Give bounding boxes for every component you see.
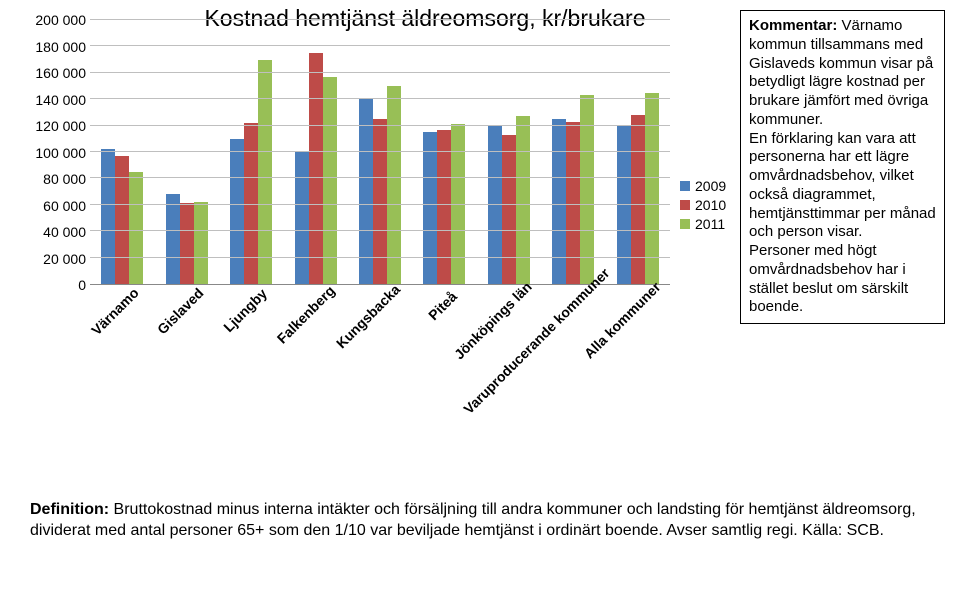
bar	[129, 172, 143, 284]
bar-group	[283, 20, 347, 284]
commentary-header: Kommentar:	[749, 17, 837, 34]
bar	[373, 119, 387, 284]
gridline	[90, 230, 670, 231]
gridline	[90, 204, 670, 205]
bar	[101, 149, 115, 284]
bar	[423, 132, 437, 284]
y-tick-label: 100 000	[35, 145, 86, 161]
legend-label: 2010	[695, 197, 726, 213]
y-axis-labels: 020 00040 00060 00080 000100 000120 0001…	[30, 20, 90, 285]
legend-label: 2011	[695, 216, 725, 232]
definition-block: Definition: Bruttokostnad minus interna …	[30, 500, 930, 542]
legend-swatch	[680, 219, 690, 229]
bar	[194, 202, 208, 284]
y-tick-label: 80 000	[43, 171, 86, 187]
bar-group	[477, 20, 541, 284]
definition-label: Definition:	[30, 501, 109, 518]
y-tick-label: 200 000	[35, 12, 86, 28]
gridline	[90, 19, 670, 20]
bar-group	[541, 20, 605, 284]
definition-text: Bruttokostnad minus interna intäkter och…	[30, 501, 916, 539]
bar	[516, 116, 530, 284]
bar	[387, 86, 401, 284]
commentary-box: Kommentar: Värnamo kommun tillsammans me…	[740, 10, 945, 324]
gridline	[90, 177, 670, 178]
gridline	[90, 125, 670, 126]
y-tick-label: 40 000	[43, 224, 86, 240]
gridline	[90, 257, 670, 258]
x-tick-label: Gislaved	[154, 285, 207, 338]
y-tick-label: 0	[78, 277, 86, 293]
bar-group	[348, 20, 412, 284]
bar-group	[90, 20, 154, 284]
bar-group	[412, 20, 476, 284]
bar-group	[219, 20, 283, 284]
bar	[323, 77, 337, 284]
bar	[166, 194, 180, 284]
x-tick-label: Värnamo	[88, 285, 142, 339]
bar	[180, 203, 194, 284]
bar	[502, 135, 516, 284]
x-tick-label: Ljungby	[220, 285, 270, 335]
legend-label: 2009	[695, 178, 726, 194]
y-tick-label: 160 000	[35, 65, 86, 81]
legend-item: 2009	[680, 178, 726, 194]
bar	[552, 119, 566, 284]
bar	[566, 122, 580, 284]
gridline	[90, 45, 670, 46]
legend-item: 2010	[680, 197, 726, 213]
chart-plot-area: 020 00040 00060 00080 000100 000120 0001…	[30, 20, 670, 285]
y-tick-label: 140 000	[35, 92, 86, 108]
bar	[115, 156, 129, 284]
legend-swatch	[680, 200, 690, 210]
chart-plot	[90, 20, 670, 285]
bar-group	[606, 20, 670, 284]
x-tick-label: Falkenberg	[273, 282, 337, 346]
bar	[631, 115, 645, 284]
commentary-body-3: Personer med högt omvårdnadsbehov har i …	[749, 242, 908, 315]
x-tick-label: Piteå	[425, 288, 460, 323]
bar	[295, 152, 309, 284]
gridline	[90, 72, 670, 73]
y-tick-label: 180 000	[35, 39, 86, 55]
bar	[258, 60, 272, 284]
commentary-body-2: En förklaring kan vara att personerna ha…	[749, 130, 936, 241]
legend-item: 2011	[680, 216, 726, 232]
y-tick-label: 120 000	[35, 118, 86, 134]
bar	[645, 93, 659, 284]
y-tick-label: 60 000	[43, 198, 86, 214]
gridline	[90, 98, 670, 99]
gridline	[90, 151, 670, 152]
bar	[437, 130, 451, 284]
bar-group	[154, 20, 218, 284]
bar	[309, 53, 323, 284]
y-tick-label: 20 000	[43, 251, 86, 267]
chart-legend: 2009 2010 2011	[680, 175, 726, 235]
bar	[230, 139, 244, 284]
x-axis-labels: VärnamoGislavedLjungbyFalkenbergKungsbac…	[90, 287, 670, 407]
legend-swatch	[680, 181, 690, 191]
